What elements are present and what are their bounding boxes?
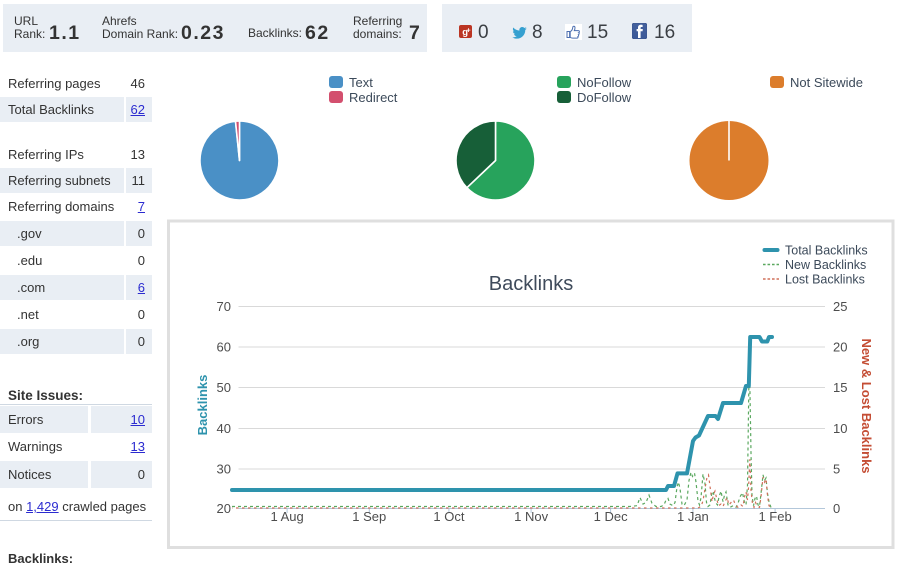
svg-text:1 Feb: 1 Feb <box>758 509 791 524</box>
svg-text:Total Backlinks: Total Backlinks <box>785 244 868 258</box>
svg-text:New Backlinks: New Backlinks <box>785 258 866 272</box>
svg-text:Backlinks: Backlinks <box>489 273 573 295</box>
svg-text:25: 25 <box>833 299 847 314</box>
svg-text:+: + <box>466 26 471 35</box>
svg-text:Backlinks: Backlinks <box>195 375 210 436</box>
svg-text:40: 40 <box>217 421 231 436</box>
svg-text:15: 15 <box>833 380 847 395</box>
svg-text:10: 10 <box>833 421 847 436</box>
svg-text:5: 5 <box>833 462 840 477</box>
svg-text:1 Oct: 1 Oct <box>433 509 464 524</box>
svg-text:New & Lost Backlinks: New & Lost Backlinks <box>859 338 874 473</box>
svg-text:1 Nov: 1 Nov <box>514 509 548 524</box>
svg-text:1 Dec: 1 Dec <box>594 509 628 524</box>
svg-text:1 Aug: 1 Aug <box>270 509 303 524</box>
svg-text:0: 0 <box>833 501 840 516</box>
svg-text:70: 70 <box>217 299 231 314</box>
svg-text:60: 60 <box>217 340 231 355</box>
svg-text:1 Jan: 1 Jan <box>677 509 709 524</box>
svg-text:50: 50 <box>217 380 231 395</box>
svg-text:20: 20 <box>833 340 847 355</box>
svg-text:30: 30 <box>217 462 231 477</box>
svg-text:1 Sep: 1 Sep <box>352 509 386 524</box>
svg-text:20: 20 <box>217 501 231 516</box>
svg-text:Lost Backlinks: Lost Backlinks <box>785 273 865 287</box>
svg-text:g: g <box>462 27 468 38</box>
